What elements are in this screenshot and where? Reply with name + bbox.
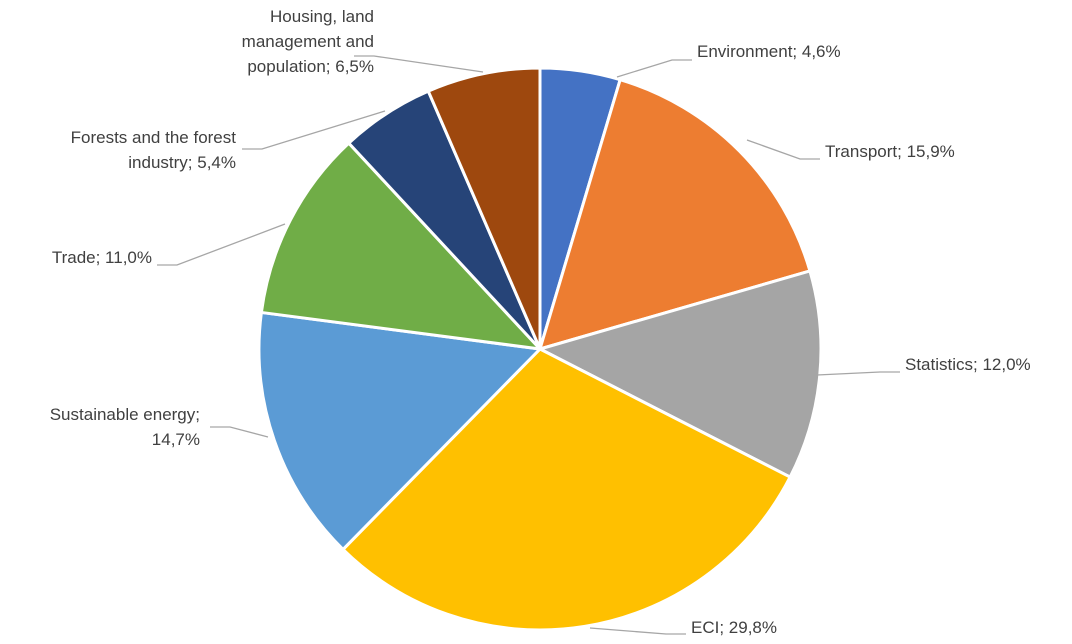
leader-line-statistics [816, 371, 900, 376]
leader-line-eci [589, 627, 686, 635]
data-label-sustainable-energy: Sustainable energy; 14,7% [50, 405, 200, 449]
data-label-transport: Transport; 15,9% [825, 142, 955, 161]
leader-line-environment [616, 59, 692, 78]
data-label-housing-land-management-and-population: Housing, land management and population; 6… [242, 7, 374, 76]
pie-slice-trade [259, 141, 542, 351]
data-label-line: population; 6,5% [247, 57, 374, 76]
pie-slice-housing-land-management-and-population [426, 66, 542, 351]
data-label-environment: Environment; 4,6% [697, 42, 841, 61]
leader-lines [157, 55, 900, 635]
data-label-trade: Trade; 11,0% [52, 248, 152, 267]
data-label-line: Statistics; 12,0% [905, 355, 1031, 374]
pie-slice-transport [538, 78, 812, 351]
data-label-line: Trade; 11,0% [52, 248, 152, 267]
pie-slice-statistics [538, 269, 823, 479]
leader-line-forests-and-the-forest-industry [242, 110, 386, 150]
leader-line-housing-land-management-and-population [354, 55, 484, 73]
pie-slice-sustainable-energy [257, 310, 542, 551]
data-label-forests-and-the-forest-industry: Forests and the forest industry; 5,4% [71, 128, 237, 172]
data-label-line: Forests and the forest [71, 128, 237, 147]
data-labels: Environment; 4,6% Transport; 15,9% Statist… [50, 7, 1031, 637]
leader-line-trade [157, 223, 286, 266]
leader-line-sustainable-energy [210, 426, 269, 438]
data-label-line: ECI; 29,8% [691, 618, 777, 637]
data-label-line: Housing, land [270, 7, 374, 26]
data-label-line: industry; 5,4% [128, 153, 236, 172]
data-label-line: Transport; 15,9% [825, 142, 955, 161]
leader-line-transport [746, 139, 820, 160]
pie-slices [257, 66, 823, 632]
data-label-statistics: Statistics; 12,0% [905, 355, 1031, 374]
data-label-line: Sustainable energy; [50, 405, 200, 424]
data-label-line: 14,7% [152, 430, 200, 449]
data-label-eci: ECI; 29,8% [691, 618, 777, 637]
data-label-line: Environment; 4,6% [697, 42, 841, 61]
data-label-line: management and [242, 32, 374, 51]
pie-slice-eci [341, 347, 792, 632]
